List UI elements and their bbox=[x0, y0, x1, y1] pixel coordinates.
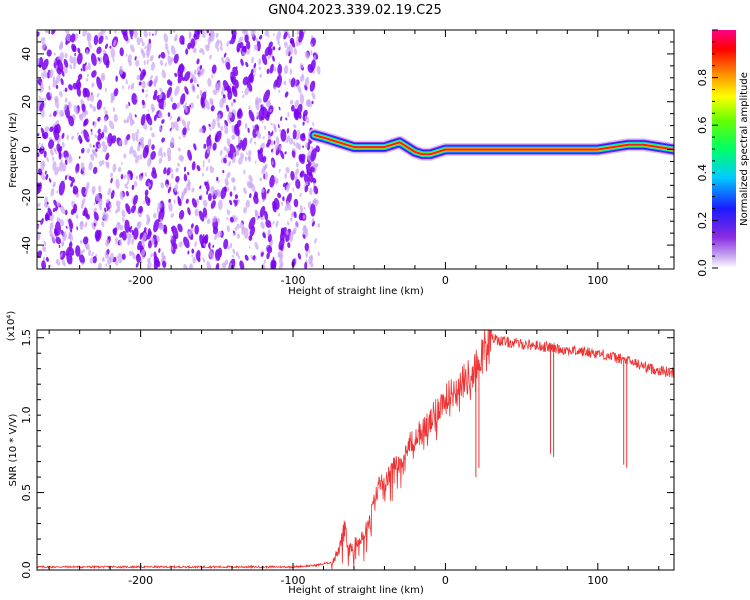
snr-series-line bbox=[37, 330, 674, 570]
snr-plot-area bbox=[37, 330, 674, 570]
spectrogram-xtick-label: -100 bbox=[281, 274, 306, 287]
colorbar-tick-label: 0.2 bbox=[696, 212, 709, 230]
snr-xlabel: Height of straight line (km) bbox=[288, 585, 424, 596]
snr-ytick-label: 1.0 bbox=[20, 406, 33, 424]
colorbar-tick-label: 0.6 bbox=[696, 116, 709, 134]
spectrogram-ytick-label: 20 bbox=[20, 95, 33, 109]
colorbar-gradient bbox=[712, 30, 736, 268]
snr-xtick-label: 100 bbox=[587, 574, 608, 587]
colorbar-tick-label: 0.0 bbox=[696, 259, 709, 277]
colorbar-ticks: 0.0 0.2 0.4 0.6 0.8 bbox=[696, 29, 718, 277]
snr-ytick-label: 1.5 bbox=[20, 329, 33, 347]
snr-ylabel: SNR (10 * V/V) bbox=[8, 413, 19, 486]
spectrogram-ytick-label: -20 bbox=[20, 188, 33, 206]
snr-xtick-label: -100 bbox=[281, 574, 306, 587]
snr-ytick-label: 0.5 bbox=[20, 484, 33, 502]
snr-xtick-label: 0 bbox=[442, 574, 449, 587]
chart-title: GN04.2023.339.02.19.C25 bbox=[268, 3, 442, 18]
spectrogram-ytick-label: -40 bbox=[20, 236, 33, 254]
snr-yscale-label: (x10⁴) bbox=[6, 311, 17, 342]
colorbar-label: Normalized spectral amplitude bbox=[739, 72, 750, 226]
spectrogram-xtick-label: 0 bbox=[442, 274, 449, 287]
spectrogram-xtick-label: -200 bbox=[128, 274, 153, 287]
snr-panel: -200 -100 0 100 0.0 0.5 1.0 1.5 Height of strai… bbox=[6, 311, 675, 596]
noise-speckle bbox=[37, 30, 321, 269]
spectrogram-xtick-label: 100 bbox=[587, 274, 608, 287]
spectrogram-ytick-label: 0 bbox=[20, 146, 33, 153]
spectrogram-ylabel: Frequency (Hz) bbox=[8, 112, 19, 188]
colorbar-tick-label: 0.8 bbox=[696, 69, 709, 87]
spectrogram-xlabel: Height of straight line (km) bbox=[288, 286, 424, 297]
snr-xtick-label: -200 bbox=[128, 574, 153, 587]
spectrogram-ytick-label: 40 bbox=[20, 47, 33, 61]
snr-axes: -200 -100 0 100 0.0 0.5 1.0 1.5 bbox=[20, 329, 674, 587]
spectrogram-plot-area bbox=[37, 30, 674, 269]
frequency-ridge bbox=[307, 128, 674, 161]
colorbar: 0.0 0.2 0.4 0.6 0.8 Normalized spectral ampl… bbox=[696, 29, 750, 277]
snr-ytick-label: 0.0 bbox=[20, 561, 33, 579]
colorbar-tick-label: 0.4 bbox=[696, 164, 709, 182]
snr-frame bbox=[36, 329, 675, 571]
